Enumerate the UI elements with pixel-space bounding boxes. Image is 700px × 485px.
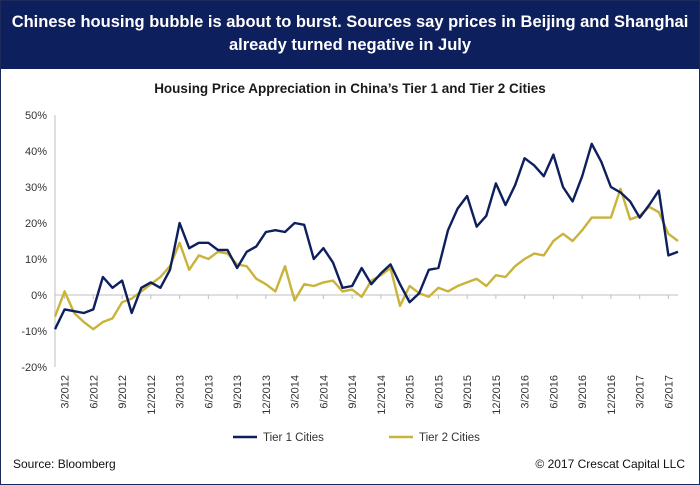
- x-tick-label: 9/2016: [577, 375, 589, 409]
- y-tick-label: 10%: [25, 254, 47, 266]
- x-tick-label: 12/2016: [606, 375, 618, 415]
- tier-2-line: [53, 187, 679, 331]
- legend: Tier 1 Cities Tier 2 Cities: [233, 432, 480, 444]
- x-tick-label: 12/2014: [376, 375, 388, 415]
- x-tick-label: 3/2014: [290, 375, 302, 409]
- x-tick-label: 9/2014: [347, 375, 359, 409]
- legend-label-tier-1: Tier 1 Cities: [263, 432, 324, 444]
- y-axis: 50% 40% 30% 20% 10% 0% -10% -20%: [21, 110, 56, 374]
- x-tick-label: 12/2013: [261, 375, 273, 415]
- y-tick-label: 20%: [25, 218, 47, 230]
- headline-banner: Chinese housing bubble is about to burst…: [1, 1, 699, 69]
- copyright-note: © 2017 Crescat Capital LLC: [535, 457, 685, 471]
- x-tick-label: 6/2015: [433, 375, 445, 409]
- x-tick-label: 6/2014: [318, 375, 330, 409]
- y-tick-label: 50%: [25, 110, 47, 122]
- x-tick-label: 9/2015: [462, 375, 474, 409]
- x-tick-label: 6/2013: [203, 375, 215, 409]
- headline-line-2: already turned negative in July: [228, 36, 472, 54]
- y-tick-label: 30%: [25, 182, 47, 194]
- headline-line-1: Chinese housing bubble is about to burst…: [11, 13, 689, 31]
- y-tick-label: 40%: [25, 146, 47, 158]
- x-tick-label: 3/2017: [635, 375, 647, 409]
- y-tick-label: 0%: [31, 290, 47, 302]
- x-tick-label: 3/2016: [520, 375, 532, 409]
- x-tick-label: 9/2012: [117, 375, 129, 409]
- tier-1-line: [53, 142, 679, 330]
- x-tick-label: 9/2013: [232, 375, 244, 409]
- x-tick-label: 6/2016: [548, 375, 560, 409]
- legend-label-tier-2: Tier 2 Cities: [419, 432, 480, 444]
- y-tick-label: -20%: [21, 362, 47, 374]
- chart-title: Housing Price Appreciation in China’s Ti…: [154, 81, 546, 96]
- source-note: Source: Bloomberg: [13, 457, 116, 471]
- x-tick-label: 3/2012: [60, 375, 72, 409]
- y-tick-label: -10%: [21, 326, 47, 338]
- x-tick-label: 6/2012: [88, 375, 100, 409]
- x-tick-label: 12/2012: [146, 375, 158, 415]
- x-axis: 3/2012 6/2012 9/2012 12/2012 3/2013 6/2013 9/2…: [55, 294, 678, 415]
- x-tick-label: 3/2013: [175, 375, 187, 409]
- series-lines: [53, 142, 679, 331]
- x-tick-label: 3/2015: [405, 375, 417, 409]
- x-tick-label: 6/2017: [663, 375, 675, 409]
- x-tick-label: 12/2015: [491, 375, 503, 415]
